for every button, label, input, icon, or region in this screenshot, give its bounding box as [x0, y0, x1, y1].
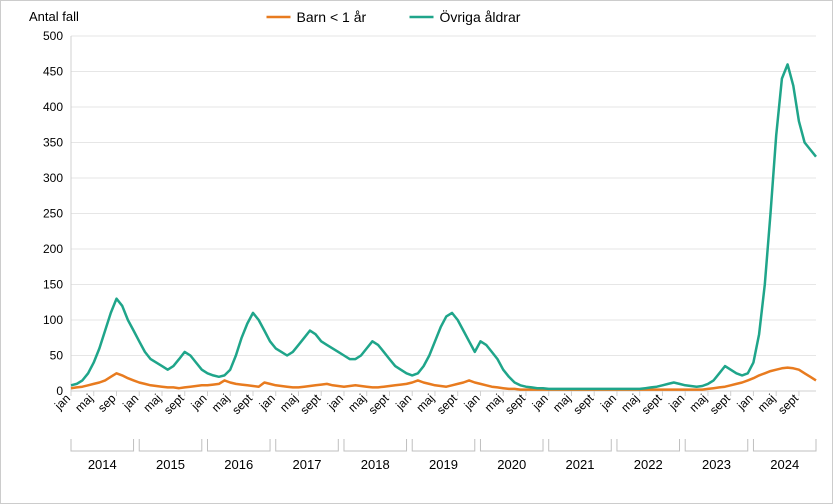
year-label: 2023 — [702, 457, 731, 472]
year-bracket — [207, 439, 270, 451]
x-tick-label: sept — [366, 391, 392, 417]
y-tick-label: 450 — [43, 65, 63, 79]
x-tick-label: sept — [775, 391, 801, 417]
x-tick-label: sep — [95, 391, 119, 415]
year-label: 2018 — [361, 457, 390, 472]
x-tick-label: maj — [686, 391, 710, 415]
x-tick-label: maj — [414, 391, 438, 415]
x-tick-label: jan — [392, 391, 414, 413]
x-tick-label: maj — [72, 391, 96, 415]
year-bracket — [480, 439, 543, 451]
x-tick-label: jan — [734, 391, 756, 413]
y-tick-label: 350 — [43, 136, 63, 150]
x-tick-label: jan — [256, 391, 278, 413]
x-tick-label: maj — [345, 391, 369, 415]
y-axis-title: Antal fall — [29, 9, 79, 24]
year-label: 2022 — [634, 457, 663, 472]
x-tick-label: sept — [707, 391, 733, 417]
y-tick-label: 300 — [43, 171, 63, 185]
y-tick-label: 200 — [43, 242, 63, 256]
year-bracket — [549, 439, 612, 451]
line-chart: 050100150200250300350400450500Antal fall… — [1, 1, 832, 503]
x-tick-label: jan — [51, 391, 73, 413]
year-label: 2017 — [293, 457, 322, 472]
x-tick-label: sept — [639, 391, 665, 417]
x-tick-label: sept — [502, 391, 528, 417]
y-tick-label: 150 — [43, 278, 63, 292]
x-tick-label: jan — [324, 391, 346, 413]
x-tick-label: maj — [618, 391, 642, 415]
year-label: 2020 — [497, 457, 526, 472]
year-label: 2014 — [88, 457, 117, 472]
y-tick-label: 250 — [43, 207, 63, 221]
x-tick-label: maj — [755, 391, 779, 415]
year-label: 2024 — [770, 457, 799, 472]
x-tick-label: sept — [297, 391, 323, 417]
x-tick-label: sept — [570, 391, 596, 417]
x-tick-label: sept — [229, 391, 255, 417]
x-tick-label: jan — [461, 391, 483, 413]
y-tick-label: 50 — [50, 349, 64, 363]
year-bracket — [685, 439, 748, 451]
year-bracket — [617, 439, 680, 451]
year-label: 2016 — [224, 457, 253, 472]
x-tick-label: jan — [119, 391, 141, 413]
x-tick-label: maj — [209, 391, 233, 415]
x-tick-label: jan — [529, 391, 551, 413]
year-bracket — [71, 439, 134, 451]
x-tick-label: sept — [161, 391, 187, 417]
year-label: 2015 — [156, 457, 185, 472]
x-tick-label: jan — [665, 391, 687, 413]
year-label: 2021 — [566, 457, 595, 472]
year-bracket — [753, 439, 816, 451]
x-tick-label: jan — [188, 391, 210, 413]
year-bracket — [344, 439, 407, 451]
x-tick-label: maj — [141, 391, 165, 415]
x-tick-label: sept — [434, 391, 460, 417]
legend-label: Barn < 1 år — [297, 9, 367, 25]
y-tick-label: 100 — [43, 313, 63, 327]
year-bracket — [276, 439, 339, 451]
series-line-1 — [71, 64, 816, 389]
y-tick-label: 400 — [43, 100, 63, 114]
chart-container: 050100150200250300350400450500Antal fall… — [0, 0, 833, 504]
year-label: 2019 — [429, 457, 458, 472]
x-tick-label: maj — [550, 391, 574, 415]
x-tick-label: maj — [482, 391, 506, 415]
year-bracket — [139, 439, 202, 451]
legend-label: Övriga åldrar — [440, 8, 521, 25]
x-tick-label: maj — [277, 391, 301, 415]
x-tick-label: jan — [597, 391, 619, 413]
year-bracket — [412, 439, 475, 451]
y-tick-label: 500 — [43, 29, 63, 43]
